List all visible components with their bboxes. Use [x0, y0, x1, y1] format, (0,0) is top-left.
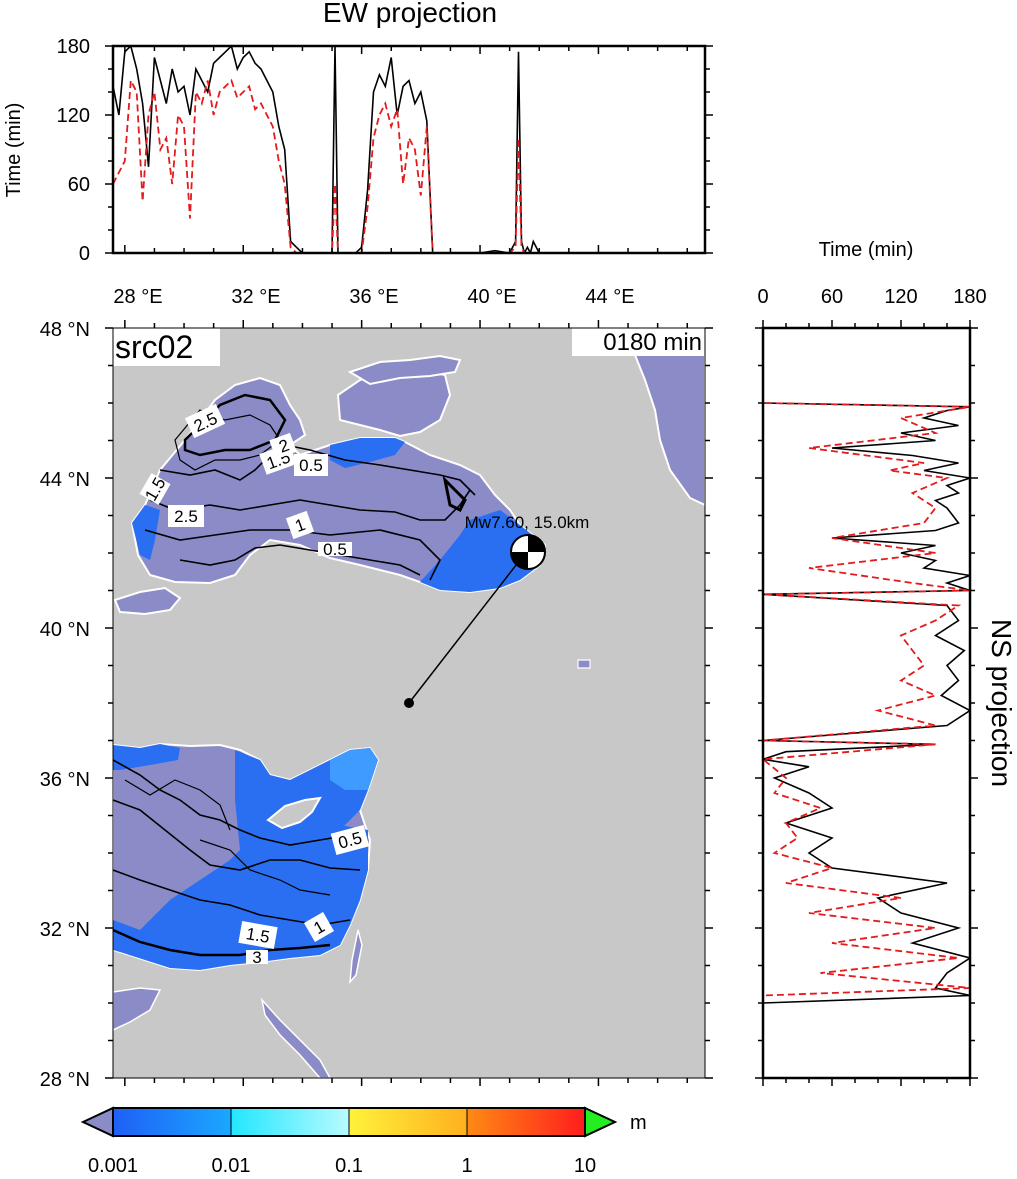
contour-label: 2.5 [174, 507, 198, 526]
colorbar: m 0.001 0.01 0.1 1 10 [80, 1106, 647, 1177]
contour-label-box [330, 824, 370, 856]
ew-series-line-solid [113, 46, 702, 253]
colorbar-tick-label: 1 [461, 1155, 472, 1177]
colorbar-segment [231, 1108, 349, 1136]
ew-y-tick-label: 120 [57, 105, 90, 127]
lat-tick-label: 48 °N [40, 319, 90, 341]
ew-y-tick-label: 180 [57, 36, 90, 58]
contour-label: 3 [252, 948, 261, 967]
contour-label: 1.5 [245, 924, 272, 947]
ew-y-tick-label: 0 [79, 243, 90, 265]
ns-projection-panel: Time (min) 0 60 120 180 NS projection [755, 239, 1017, 1086]
ew-x-tick-label: 28 °E [113, 286, 162, 308]
colorbar-under-arrow [80, 1106, 114, 1138]
aegean-blue-strip [113, 744, 180, 770]
ew-y-tick-labels: 0 60 120 180 [57, 36, 90, 265]
ew-y-tick-label: 60 [68, 174, 90, 196]
contour-label-box [168, 505, 204, 527]
contour-label: 0.5 [299, 456, 323, 475]
black-sea [130, 376, 547, 594]
ns-ticks [755, 320, 978, 1086]
red-sea-gulf [349, 929, 363, 985]
ns-series-line-solid [763, 328, 970, 1078]
colorbar-unit: m [630, 1112, 647, 1134]
map-ticks [105, 320, 713, 1086]
ew-title: EW projection [323, 0, 497, 28]
marmara-sea [113, 586, 182, 616]
contour-label-box [318, 542, 352, 556]
ew-frame [111, 44, 707, 255]
ns-x-tick-label: 0 [757, 286, 768, 308]
contour-label-box [269, 432, 297, 460]
map-lat-tick-labels: 48 °N 44 °N 40 °N 36 °N 32 °N 28 °N [40, 319, 90, 1091]
contour-label: 0.5 [323, 540, 347, 559]
azov-north-water [347, 354, 462, 386]
nile-delta-lake [113, 987, 162, 1031]
colorbar-tick-label: 10 [574, 1155, 596, 1177]
lat-tick-label: 28 °N [40, 1069, 90, 1091]
map-panel: 2.5 1.5 2 0.5 1.5 2.5 1 0.5 0.5 1.5 [40, 319, 713, 1091]
contour-label-box [303, 911, 335, 943]
ns-series-line-dashed [763, 328, 970, 1078]
time-stamp-box [572, 328, 705, 356]
ew-ticks [105, 45, 713, 254]
focal-mechanism-beachball [510, 534, 546, 570]
colorbar-segment [467, 1108, 585, 1136]
black-sea-blue-west [132, 505, 160, 560]
ew-ylabel: Time (min) [3, 103, 25, 198]
mediterranean-lightblue [330, 748, 378, 790]
source-connector-line [408, 559, 521, 704]
ew-x-tick-label: 40 °E [467, 286, 516, 308]
cyprus-island [266, 796, 322, 830]
map-content: 2.5 1.5 2 0.5 1.5 2.5 1 0.5 0.5 1.5 [113, 328, 705, 1078]
lat-tick-label: 32 °N [40, 919, 90, 941]
colorbar-over-arrow [584, 1106, 618, 1138]
contour-label-box [139, 473, 171, 505]
colorbar-tick-label: 0.1 [335, 1155, 363, 1177]
contour-label-box [294, 454, 328, 476]
ew-x-tick-label: 36 °E [349, 286, 398, 308]
contour-lines [113, 393, 476, 957]
contour-label-box [184, 403, 226, 439]
ns-frame [761, 326, 972, 1080]
lat-tick-label: 40 °N [40, 619, 90, 641]
ew-x-tick-label: 32 °E [231, 286, 280, 308]
ew-series-group [113, 46, 702, 253]
source-magnitude-label: Mw7.60, 15.0km [465, 513, 590, 532]
ns-x-tick-label: 60 [821, 286, 843, 308]
ns-x-tick-label: 180 [953, 286, 986, 308]
contour-label-box [246, 950, 268, 964]
colorbar-segment [349, 1108, 467, 1136]
ns-xlabel: Time (min) [819, 239, 914, 261]
contour-label-box [285, 510, 315, 540]
ew-series-line-dashed [113, 77, 702, 253]
time-stamp: 0180 min [603, 329, 702, 356]
lat-tick-label: 36 °N [40, 769, 90, 791]
ns-x-tick-labels: 0 60 120 180 [757, 286, 986, 308]
ew-x-tick-labels: 28 °E 32 °E 36 °E 40 °E 44 °E [113, 286, 634, 308]
ns-title: NS projection [986, 619, 1017, 787]
colorbar-tick-label: 0.001 [88, 1155, 138, 1177]
ew-projection-panel: EW projection Time (min) 0 60 120 180 28… [3, 0, 713, 308]
lake-van [577, 659, 591, 669]
ew-x-tick-label: 44 °E [585, 286, 634, 308]
gulf-of-suez [260, 997, 331, 1078]
map-label-box [113, 328, 220, 366]
source-epicenter-dot [404, 698, 414, 708]
map-source-label: src02 [115, 329, 193, 365]
black-sea-blue-shelf [420, 510, 545, 592]
ns-x-tick-label: 120 [884, 286, 917, 308]
colorbar-segment [113, 1108, 231, 1136]
lat-tick-label: 44 °N [40, 469, 90, 491]
colorbar-tick-label: 0.01 [212, 1155, 251, 1177]
contour-labels: 2.5 1.5 2 0.5 1.5 2.5 1 0.5 0.5 1.5 [139, 403, 370, 967]
contour-label-box [238, 921, 278, 949]
ns-series-group [763, 328, 970, 1078]
caspian-sea [630, 328, 705, 507]
